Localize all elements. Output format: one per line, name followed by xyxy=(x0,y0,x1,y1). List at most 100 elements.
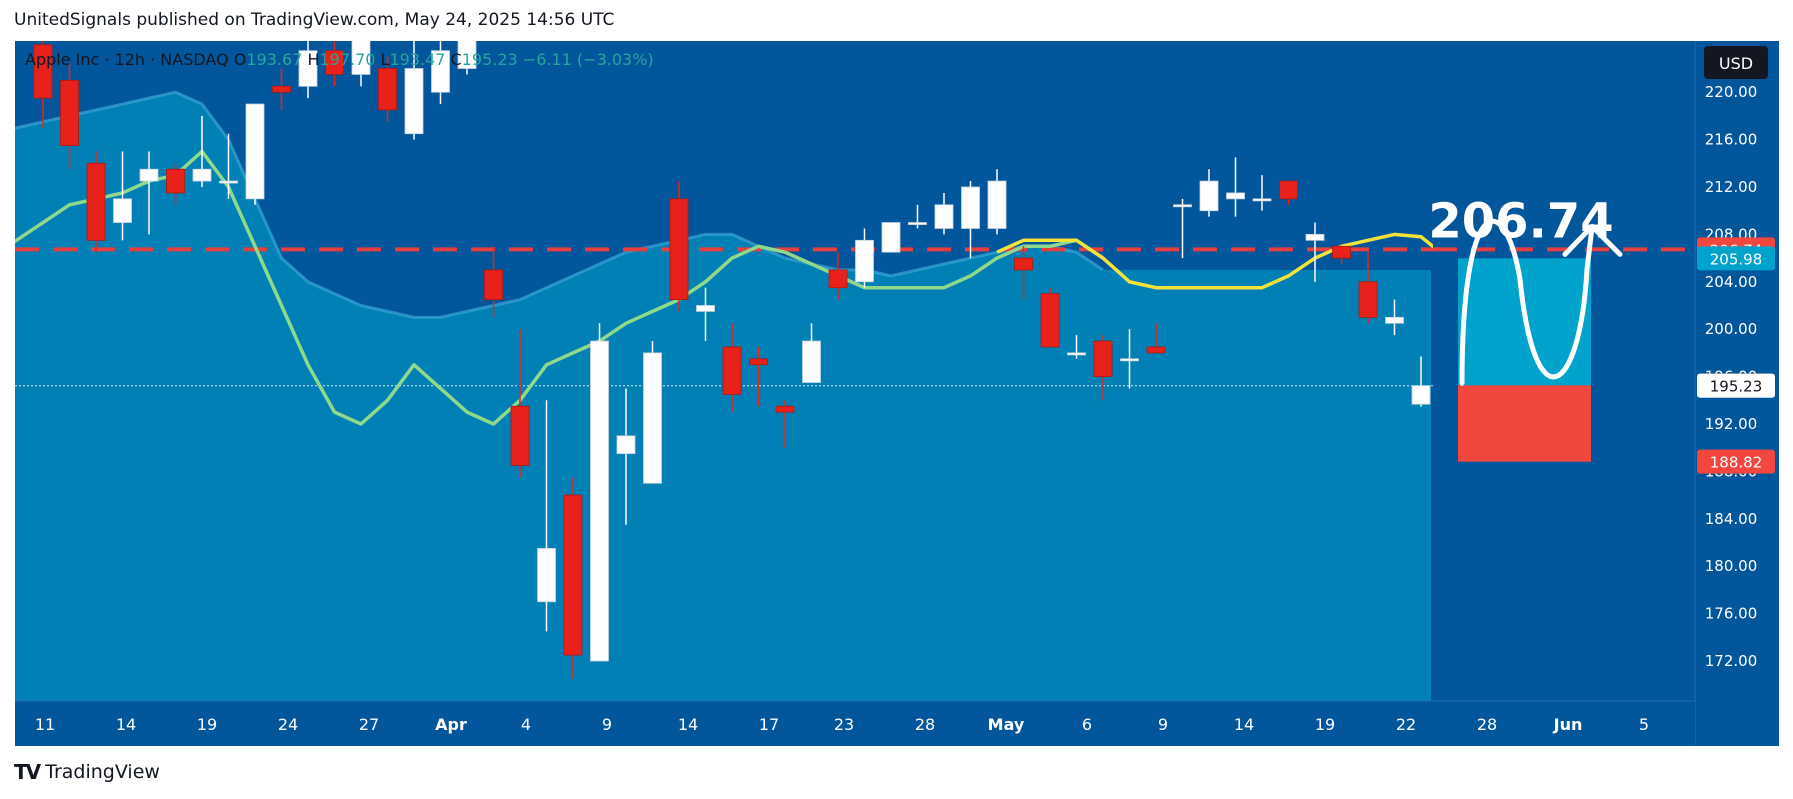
candle-body xyxy=(86,162,106,241)
x-tick-label: 27 xyxy=(359,715,379,734)
candle xyxy=(431,41,450,105)
candle xyxy=(404,41,424,140)
ohlc-legend: Apple Inc · 12h · NASDAQ O193.67 H197.70… xyxy=(25,50,654,69)
candle xyxy=(1093,335,1113,401)
candle xyxy=(828,252,848,300)
candle-body xyxy=(908,222,927,225)
candle-body xyxy=(987,180,1007,229)
candle-body xyxy=(643,352,662,484)
candle xyxy=(669,181,689,312)
legend-part: O xyxy=(234,50,247,69)
y-tick-label: 220.00 xyxy=(1705,83,1758,101)
candle xyxy=(219,133,238,199)
candle xyxy=(1305,222,1325,282)
candle xyxy=(908,204,927,229)
candle-body xyxy=(775,405,795,413)
x-tick-label: 28 xyxy=(915,715,935,734)
candle-body xyxy=(325,50,344,75)
candle-body xyxy=(1385,316,1404,324)
y-tick-label: 200.00 xyxy=(1705,320,1758,338)
candle-body xyxy=(1093,340,1113,377)
y-tick-label: 204.00 xyxy=(1705,273,1758,291)
time-axis-area xyxy=(15,701,1695,746)
price-axis-badge: 205.98 xyxy=(1697,246,1775,271)
candle-body xyxy=(669,198,689,300)
candle-body xyxy=(749,358,768,366)
candle xyxy=(1252,175,1272,211)
x-tick-label: 5 xyxy=(1639,715,1649,734)
candle-body xyxy=(351,41,371,75)
candle-body xyxy=(828,269,848,289)
candle xyxy=(696,287,715,342)
candle-body xyxy=(537,548,556,603)
price-badge-bg xyxy=(1697,449,1775,474)
candle xyxy=(457,41,477,75)
candle xyxy=(192,115,212,187)
candle xyxy=(166,163,185,205)
price-axis-badge: 195.23 xyxy=(1697,373,1775,398)
ma-yellow-line xyxy=(996,232,1449,290)
candle xyxy=(33,41,53,128)
candle xyxy=(378,56,397,122)
plot-area: 206.74 xyxy=(15,41,1695,701)
candle xyxy=(272,68,291,110)
x-tick-label: Jun xyxy=(1553,715,1583,734)
x-tick-label: 17 xyxy=(759,715,779,734)
price-badge-text: 188.82 xyxy=(1710,454,1763,472)
publisher-line: UnitedSignals published on TradingView.c… xyxy=(14,10,615,30)
legend-part: C xyxy=(451,50,462,69)
candle xyxy=(113,151,132,241)
candlestick-chart[interactable]: 206.74172.00176.00180.00184.00188.00192.… xyxy=(15,41,1779,746)
candle xyxy=(139,151,159,235)
tradingview-logo-icon: TV xyxy=(14,760,41,784)
candle xyxy=(1014,246,1033,300)
candle xyxy=(60,62,79,170)
candle-body xyxy=(1305,233,1325,241)
currency-label: USD xyxy=(1719,54,1753,73)
price-badge-text: 205.98 xyxy=(1710,250,1763,268)
x-tick-label: 4 xyxy=(521,715,531,734)
chart-area[interactable]: 206.74172.00176.00180.00184.00188.00192.… xyxy=(15,41,1779,746)
x-tick-label: 28 xyxy=(1477,715,1497,734)
candle-body xyxy=(563,494,583,656)
candle xyxy=(1120,329,1139,389)
candle-body xyxy=(404,68,424,135)
footer: TV TradingView xyxy=(14,760,160,784)
candle-body xyxy=(1411,385,1431,405)
legend-part: 193.47 xyxy=(389,50,450,69)
projection-wave xyxy=(1459,218,1595,386)
ma-band-fill xyxy=(15,92,1431,701)
legend-part: L xyxy=(381,50,390,69)
candle xyxy=(563,477,583,679)
candle-body xyxy=(855,239,874,283)
legend-part: 197.70 xyxy=(319,50,380,69)
x-tick-label: 19 xyxy=(1315,715,1335,734)
target-price-label: 206.74 xyxy=(1428,193,1613,249)
legend-part: H xyxy=(307,50,319,69)
candle-body xyxy=(1199,180,1219,212)
legend-part: −6.11 (−3.03%) xyxy=(523,50,654,69)
candle-body xyxy=(1040,293,1060,348)
candle xyxy=(881,222,901,253)
candle-body xyxy=(298,50,318,87)
x-tick-label: 14 xyxy=(116,715,136,734)
candle xyxy=(1146,323,1166,354)
candle-body xyxy=(1226,192,1245,200)
x-tick-label: 19 xyxy=(197,715,217,734)
y-tick-label: 172.00 xyxy=(1705,652,1758,670)
projection-arrowhead xyxy=(1562,223,1623,257)
tradingview-brand[interactable]: TradingView xyxy=(45,761,160,783)
candle-body xyxy=(1358,281,1378,318)
ma-green-line xyxy=(15,149,1104,426)
price-axis-badge: 188.82 xyxy=(1697,449,1775,474)
candle-body xyxy=(1173,204,1192,208)
y-tick-label: 176.00 xyxy=(1705,605,1758,623)
y-tick-label: 184.00 xyxy=(1705,510,1758,528)
price-badge-bg xyxy=(1697,373,1775,398)
y-tick-label: 216.00 xyxy=(1705,131,1758,149)
price-badge-bg xyxy=(1697,246,1775,271)
candle xyxy=(1040,287,1060,348)
candle xyxy=(802,323,821,383)
candle xyxy=(1411,356,1431,407)
x-tick-label: 23 xyxy=(834,715,854,734)
